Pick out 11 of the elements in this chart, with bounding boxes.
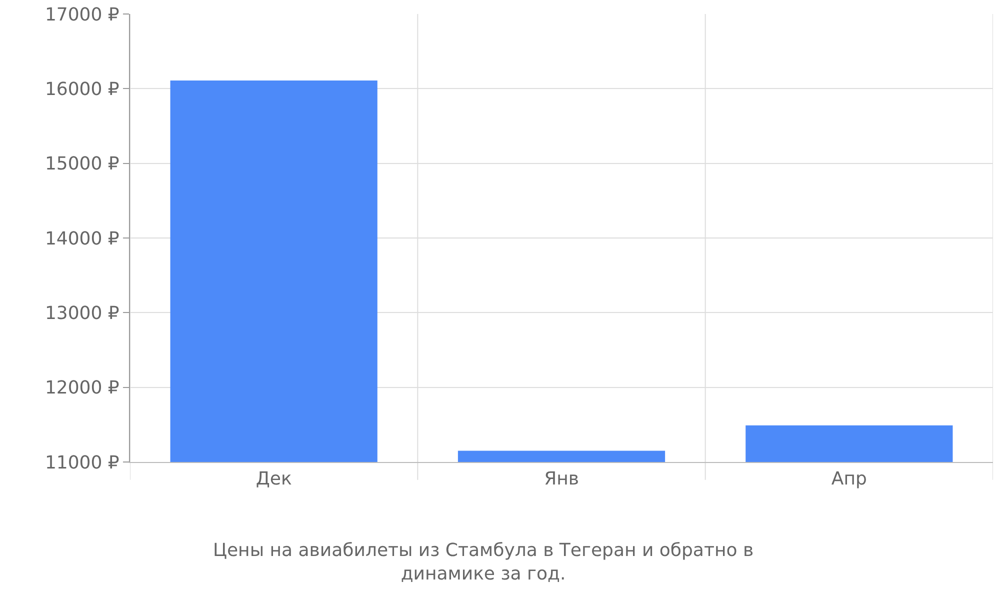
x-tick-label: Дек <box>256 468 292 490</box>
y-tick-label: 16000 ₽ <box>44 78 120 100</box>
text: Цены на авиабилеты из Стамбула в Тегеран и обратно в динамике за год. <box>213 540 754 584</box>
y-tick-label: 13000 ₽ <box>44 302 120 324</box>
x-tick-label: Янв <box>544 468 579 490</box>
x-tick-label: Апр <box>831 468 867 490</box>
y-tick-label: 15000 ₽ <box>44 154 120 175</box>
y-tick-label: 17000 ₽ <box>44 4 120 26</box>
y-tick-label: 12000 ₽ <box>44 378 120 399</box>
y-tick-label: 14000 ₽ <box>44 228 120 250</box>
y-tick-label: 11000 ₽ <box>44 452 120 474</box>
